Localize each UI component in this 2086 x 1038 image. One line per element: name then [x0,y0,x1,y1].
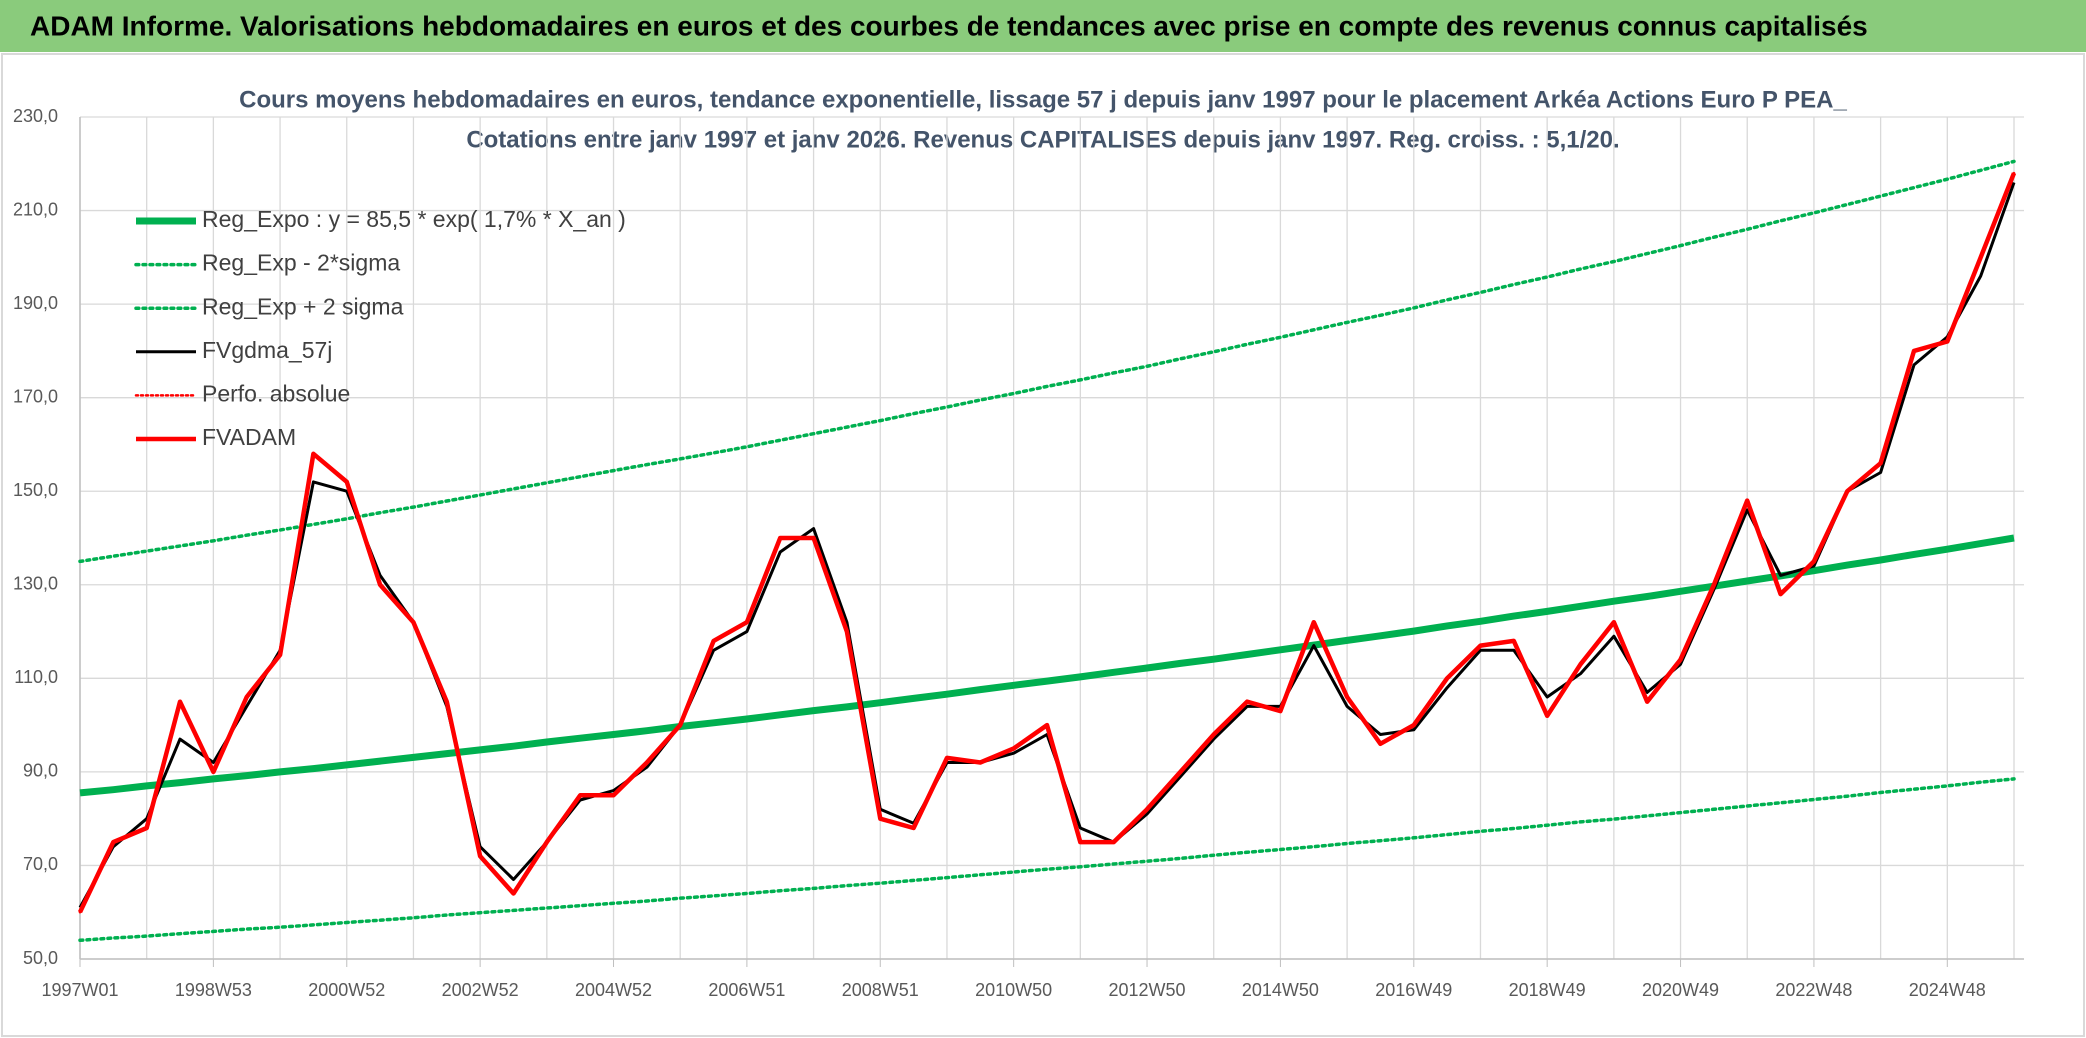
legend-label: Reg_Exp - 2*sigma [202,250,400,276]
x-tick-label: 2024W48 [1909,980,1986,1000]
y-tick-label: 150,0 [13,480,58,500]
legend-label: Reg_Expo : y = 85,5 * exp( 1,7% * X_an ) [202,206,626,232]
header-title: ADAM Informe. Valorisations hebdomadaire… [30,10,1868,41]
chart-title: Cours moyens hebdomadaires en euros, ten… [239,86,1847,113]
x-tick-label: 2022W48 [1775,980,1852,1000]
y-tick-label: 130,0 [13,574,58,594]
x-tick-label: 2008W51 [842,980,919,1000]
y-tick-label: 90,0 [23,761,58,781]
x-tick-label: 2000W52 [308,980,385,1000]
x-tick-label: 1997W01 [41,980,118,1000]
legend-label: Perfo. absolue [202,380,350,406]
y-tick-label: 210,0 [13,199,58,219]
series-line [77,172,2017,914]
y-tick-label: 170,0 [13,386,58,406]
x-tick-label: 2014W50 [1242,980,1319,1000]
x-tick-label: 2018W49 [1509,980,1586,1000]
y-tick-label: 70,0 [23,854,58,874]
x-tick-label: 2006W51 [708,980,785,1000]
header-bar [0,0,2086,52]
y-tick-label: 230,0 [13,106,58,126]
legend-label: Reg_Exp + 2 sigma [202,293,404,319]
series-line [78,159,2016,564]
y-tick-label: 110,0 [14,667,58,687]
x-tick-label: 2004W52 [575,980,652,1000]
x-tick-label: 2016W49 [1375,980,1452,1000]
x-tick-label: 2010W50 [975,980,1052,1000]
x-tick-label: 2020W49 [1642,980,1719,1000]
y-tick-label: 190,0 [13,293,58,313]
chart-border [1,53,2085,1037]
y-tick-label: 50,0 [23,948,58,968]
series-line [79,534,2015,797]
x-tick-label: 1998W53 [175,980,252,1000]
x-tick-label: 2002W52 [442,980,519,1000]
series-line [78,777,2016,943]
legend-label: FVADAM [202,424,296,450]
chart-subtitle: Cotations entre janv 1997 et janv 2026. … [466,126,1619,153]
x-tick-label: 2012W50 [1109,980,1186,1000]
legend-label: FVgdma_57j [202,337,332,363]
